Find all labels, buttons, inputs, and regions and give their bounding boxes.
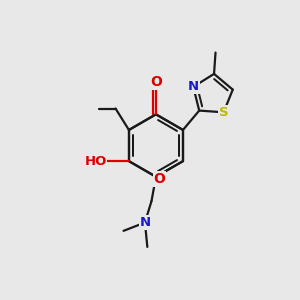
Text: O: O — [154, 172, 165, 186]
Text: N: N — [140, 216, 151, 229]
Text: N: N — [188, 80, 199, 93]
Text: S: S — [219, 106, 228, 119]
Text: O: O — [150, 75, 162, 89]
Text: HO: HO — [84, 154, 107, 168]
